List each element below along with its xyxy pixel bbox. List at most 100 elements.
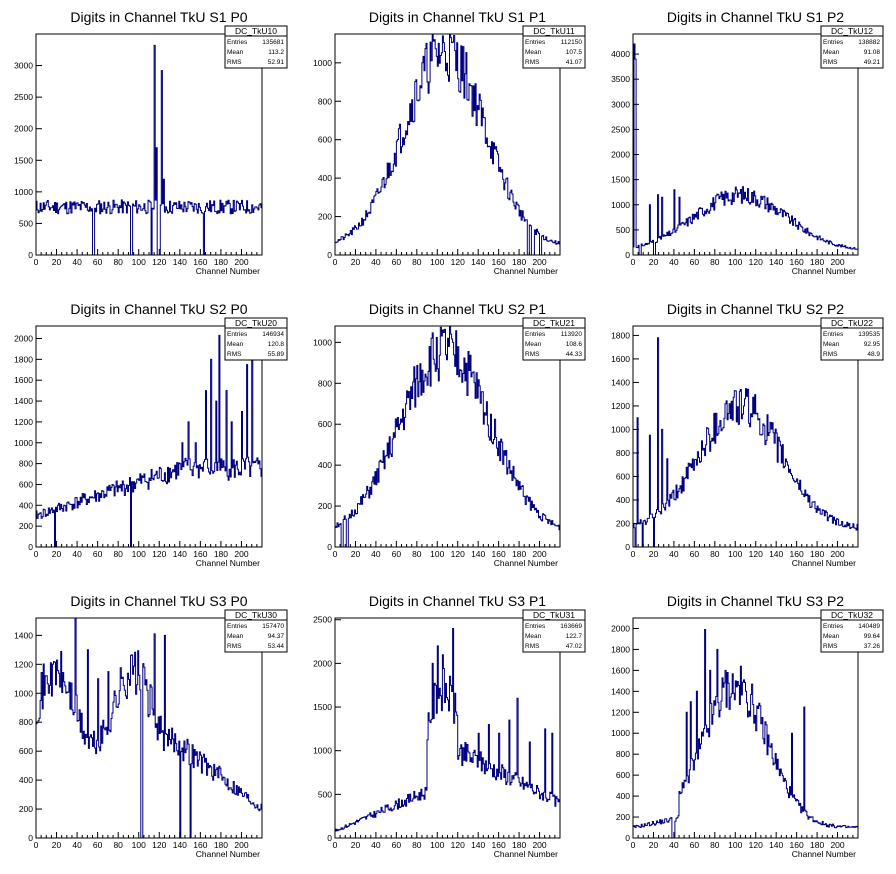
y-tick-label: 0 xyxy=(625,542,630,552)
x-tick-label: 20 xyxy=(351,549,361,559)
y-tick-label: 2000 xyxy=(14,124,33,134)
y-tick-label: 1500 xyxy=(611,175,630,185)
y-tick-label: 400 xyxy=(318,173,332,183)
x-tick-label: 200 xyxy=(830,549,844,559)
stats-label: Entries xyxy=(525,623,546,630)
x-tick-label: 180 xyxy=(512,549,526,559)
y-tick-label: 200 xyxy=(318,501,332,511)
stats-value: 91.08 xyxy=(864,49,881,56)
x-tick-label: 100 xyxy=(728,257,742,267)
x-tick-label: 180 xyxy=(214,257,228,267)
stats-value: 47.02 xyxy=(566,643,583,650)
y-tick-label: 2000 xyxy=(313,658,332,668)
chart-title: Digits in Channel TkU S1 P2 xyxy=(667,9,844,25)
stats-value: 107.5 xyxy=(566,49,583,56)
histogram-series xyxy=(632,43,859,256)
y-tick-label: 0 xyxy=(28,833,33,843)
stats-label: Mean xyxy=(823,633,840,640)
x-tick-label: 100 xyxy=(728,549,742,559)
stats-label: Mean xyxy=(525,341,542,348)
stats-label: RMS xyxy=(823,59,838,66)
chart-panel-4: Digits in Channel TkU S2 P0 0 20 40 60 80 100 1… xyxy=(14,301,288,568)
stats-value: 112150 xyxy=(561,39,583,46)
y-tick-label: 600 xyxy=(616,471,630,481)
stats-name: DC_TkU31 xyxy=(533,610,575,620)
y-tick-label: 200 xyxy=(19,521,33,531)
y-tick-label: 2000 xyxy=(611,150,630,160)
chart-title: Digits in Channel TkU S3 P1 xyxy=(369,593,546,609)
y-tick-label: 1500 xyxy=(14,155,33,165)
x-axis-label: Channel Number xyxy=(792,558,856,568)
x-tick-label: 200 xyxy=(532,257,546,267)
y-tick-label: 600 xyxy=(19,746,33,756)
y-tick-label: 200 xyxy=(616,812,630,822)
x-tick-label: 160 xyxy=(790,840,804,850)
stats-label: RMS xyxy=(227,59,242,66)
x-tick-label: 20 xyxy=(649,840,659,850)
stats-value: 120.8 xyxy=(268,341,285,348)
chart-title: Digits in Channel TkU S1 P1 xyxy=(369,9,546,25)
y-tick-label: 1800 xyxy=(14,354,33,364)
x-tick-label: 140 xyxy=(471,549,485,559)
y-tick-label: 0 xyxy=(327,542,332,552)
x-tick-label: 160 xyxy=(492,549,506,559)
stats-box xyxy=(224,609,288,653)
stats-label: RMS xyxy=(227,351,242,358)
stats-box xyxy=(522,609,586,653)
histogram-series xyxy=(632,337,859,548)
stats-value: 113.2 xyxy=(268,49,284,56)
stats-label: Entries xyxy=(823,39,844,46)
x-tick-label: 60 xyxy=(690,840,700,850)
stats-box xyxy=(820,25,884,69)
y-tick-label: 1000 xyxy=(611,200,630,210)
chart-panel-1: Digits in Channel TkU S1 P0 0 20 40 60 80 100 1… xyxy=(14,9,288,276)
y-tick-label: 1400 xyxy=(611,377,630,387)
x-tick-label: 200 xyxy=(532,840,546,850)
stats-value: 99.64 xyxy=(864,633,881,640)
x-tick-label: 20 xyxy=(351,257,361,267)
stats-value: 55.89 xyxy=(268,351,285,358)
y-tick-label: 500 xyxy=(318,789,332,799)
x-tick-label: 60 xyxy=(392,257,402,267)
chart-panel-9: Digits in Channel TkU S3 P2 0 20 40 60 80 100 1… xyxy=(611,593,884,859)
x-tick-label: 180 xyxy=(214,549,228,559)
x-tick-label: 60 xyxy=(93,549,103,559)
x-tick-label: 120 xyxy=(749,549,763,559)
x-axis-label: Channel Number xyxy=(494,266,558,276)
y-tick-label: 1200 xyxy=(14,417,33,427)
x-tick-label: 20 xyxy=(52,549,62,559)
y-tick-label: 1000 xyxy=(313,746,332,756)
stats-value: 44.33 xyxy=(566,351,583,358)
stats-box xyxy=(820,317,884,361)
y-tick-label: 1600 xyxy=(611,665,630,675)
x-tick-label: 200 xyxy=(234,840,248,850)
y-tick-label: 1400 xyxy=(14,630,33,640)
x-tick-label: 0 xyxy=(34,549,39,559)
stats-label: Mean xyxy=(823,341,840,348)
x-tick-label: 60 xyxy=(392,840,402,850)
x-tick-label: 0 xyxy=(333,257,338,267)
x-tick-label: 180 xyxy=(810,549,824,559)
x-tick-label: 140 xyxy=(173,549,187,559)
stats-label: Entries xyxy=(227,39,248,46)
y-tick-label: 2500 xyxy=(611,124,630,134)
stats-value: 53.44 xyxy=(268,643,285,650)
stats-label: RMS xyxy=(525,351,540,358)
x-tick-label: 0 xyxy=(333,549,338,559)
x-tick-label: 200 xyxy=(830,840,844,850)
y-tick-label: 1800 xyxy=(611,330,630,340)
stats-label: Entries xyxy=(227,623,248,630)
histogram-series xyxy=(35,334,263,548)
y-tick-label: 200 xyxy=(616,518,630,528)
y-tick-label: 800 xyxy=(616,448,630,458)
x-tick-label: 180 xyxy=(512,257,526,267)
stats-value: 138882 xyxy=(858,39,880,46)
x-tick-label: 120 xyxy=(152,257,166,267)
y-tick-label: 1000 xyxy=(14,688,33,698)
y-tick-label: 3500 xyxy=(611,74,630,84)
stats-label: Mean xyxy=(227,341,244,348)
x-axis-label: Channel Number xyxy=(494,558,558,568)
x-tick-label: 40 xyxy=(371,549,381,559)
x-tick-label: 100 xyxy=(728,840,742,850)
stats-name: DC_TkU11 xyxy=(533,26,575,36)
